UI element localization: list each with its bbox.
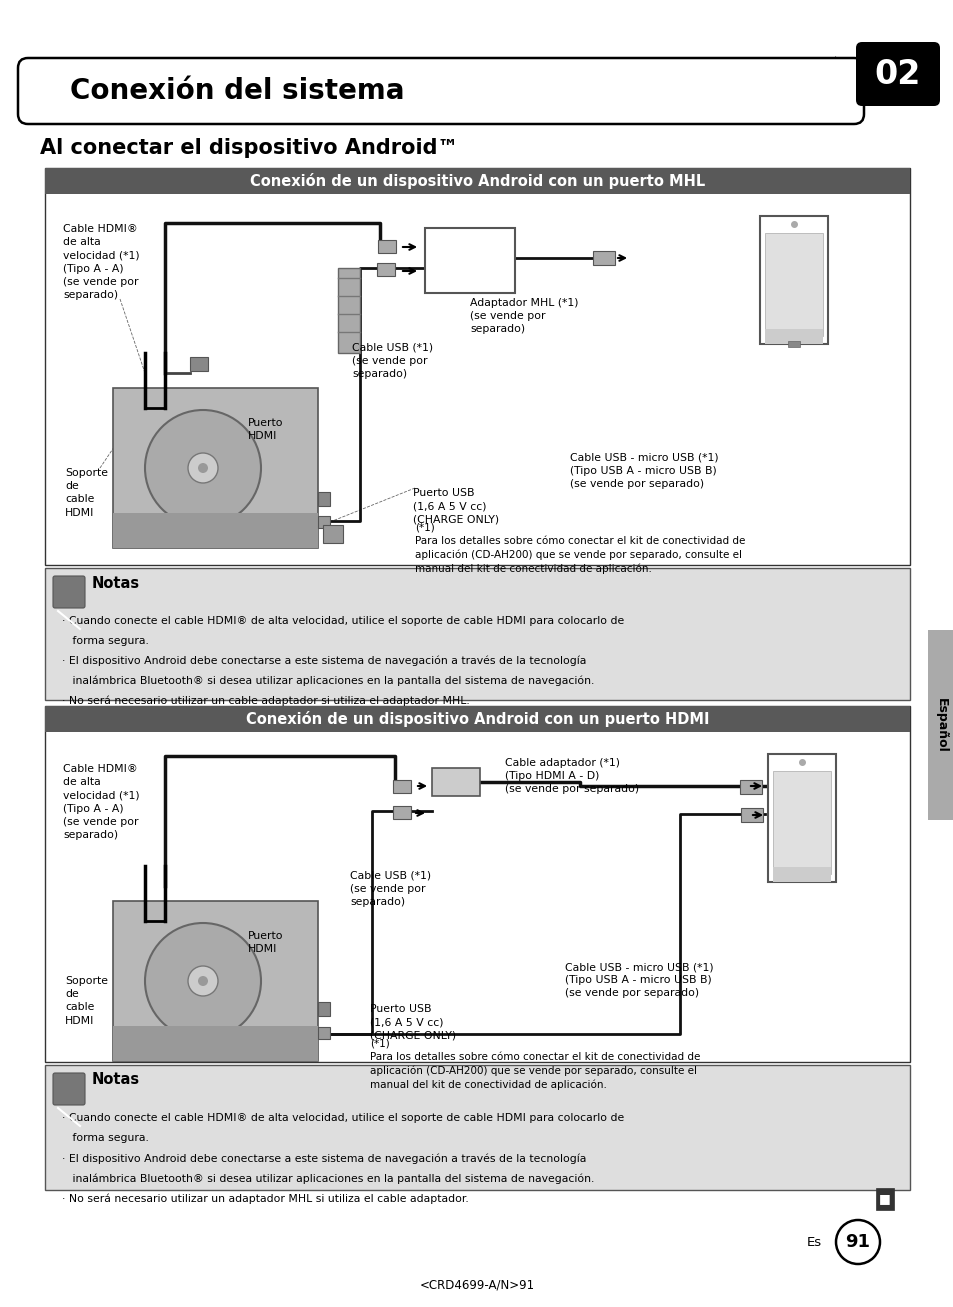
Bar [393, 780, 411, 793]
Text: Al conectar el dispositivo Android™: Al conectar el dispositivo Android™ [40, 139, 457, 158]
Text: 02: 02 [874, 58, 921, 90]
Bar [764, 329, 822, 344]
Text: Cable HDMI®
de alta
velocidad (*1)
(Tipo A - A)
(se vende por
separado): Cable HDMI® de alta velocidad (*1) (Tipo… [63, 223, 139, 301]
Bar [317, 491, 330, 506]
Text: Cable USB - micro USB (*1)
(Tipo USB A - micro USB B)
(se vende por separado): Cable USB - micro USB (*1) (Tipo USB A -… [569, 454, 718, 489]
Text: Español: Español [934, 698, 946, 753]
FancyBboxPatch shape [53, 1073, 85, 1104]
Circle shape [145, 923, 261, 1039]
Text: Notas: Notas [91, 1073, 140, 1087]
Text: Soporte
de
cable
HDMI: Soporte de cable HDMI [65, 468, 108, 518]
Bar [317, 1002, 330, 1016]
Bar [45, 706, 909, 1063]
Bar [875, 1188, 893, 1210]
Text: Sección: Sección [807, 58, 842, 67]
Text: Cable HDMI®
de alta
velocidad (*1)
(Tipo A - A)
(se vende por
separado): Cable HDMI® de alta velocidad (*1) (Tipo… [63, 765, 139, 840]
Bar [323, 525, 343, 542]
Text: · El dispositivo Android debe conectarse a este sistema de navegación a través d: · El dispositivo Android debe conectarse… [62, 656, 586, 667]
Text: Notas: Notas [91, 575, 140, 591]
Text: (*1)
Para los detalles sobre cómo conectar el kit de conectividad de
aplicación : (*1) Para los detalles sobre cómo conect… [415, 523, 744, 574]
FancyBboxPatch shape [18, 58, 863, 124]
Bar [317, 1027, 330, 1039]
Circle shape [188, 454, 218, 484]
Text: Es: Es [806, 1235, 821, 1248]
Text: ■: ■ [879, 1192, 890, 1205]
FancyBboxPatch shape [855, 42, 939, 106]
Bar [112, 514, 317, 548]
Bar [376, 263, 395, 276]
Bar [764, 233, 822, 336]
Bar [432, 769, 479, 796]
Text: Conexión de un dispositivo Android con un puerto MHL: Conexión de un dispositivo Android con u… [250, 173, 704, 190]
Bar [190, 357, 208, 371]
Text: Soporte
de
cable
HDMI: Soporte de cable HDMI [65, 976, 108, 1026]
Text: · Cuando conecte el cable HDMI® de alta velocidad, utilice el soporte de cable H: · Cuando conecte el cable HDMI® de alta … [62, 1114, 623, 1123]
Circle shape [835, 1219, 879, 1264]
Text: · No será necesario utilizar un cable adaptador si utiliza el adaptador MHL.: · No será necesario utilizar un cable ad… [62, 697, 469, 707]
Bar [112, 1026, 317, 1061]
Bar [112, 388, 317, 548]
Text: Cable USB - micro USB (*1)
(Tipo USB A - micro USB B)
(se vende por separado): Cable USB - micro USB (*1) (Tipo USB A -… [564, 962, 713, 999]
Bar [740, 808, 762, 822]
Bar [317, 516, 330, 528]
Text: Conexión del sistema: Conexión del sistema [70, 77, 404, 105]
Bar [112, 901, 317, 1061]
Bar [760, 216, 827, 344]
Text: Conexión de un dispositivo Android con un puerto HDMI: Conexión de un dispositivo Android con u… [246, 711, 708, 727]
Text: 91: 91 [844, 1233, 869, 1251]
Circle shape [198, 976, 208, 985]
Text: Cable USB (*1)
(se vende por
separado): Cable USB (*1) (se vende por separado) [350, 870, 431, 907]
Text: · El dispositivo Android debe conectarse a este sistema de navegación a través d: · El dispositivo Android debe conectarse… [62, 1153, 586, 1163]
Bar [772, 771, 830, 874]
Text: Puerto USB
(1,6 A 5 V cc)
(CHARGE ONLY): Puerto USB (1,6 A 5 V cc) (CHARGE ONLY) [413, 488, 498, 524]
Text: inalámbrica Bluetooth® si desea utilizar aplicaciones en la pantalla del sistema: inalámbrica Bluetooth® si desea utilizar… [62, 1172, 594, 1184]
Text: Cable adaptador (*1)
(Tipo HDMI A - D)
(se vende por separado): Cable adaptador (*1) (Tipo HDMI A - D) (… [504, 758, 639, 795]
Text: Puerto
HDMI: Puerto HDMI [248, 931, 283, 954]
Bar [927, 630, 953, 819]
Circle shape [188, 966, 218, 996]
Circle shape [198, 463, 208, 473]
Text: · Cuando conecte el cable HDMI® de alta velocidad, utilice el soporte de cable H: · Cuando conecte el cable HDMI® de alta … [62, 616, 623, 626]
Circle shape [145, 410, 261, 525]
Text: (*1)
Para los detalles sobre cómo conectar el kit de conectividad de
aplicación : (*1) Para los detalles sobre cómo conect… [370, 1039, 700, 1090]
Text: Adaptador MHL (*1)
(se vende por
separado): Adaptador MHL (*1) (se vende por separad… [470, 298, 578, 335]
Bar [772, 867, 830, 882]
Bar [45, 169, 909, 193]
Text: Puerto
HDMI: Puerto HDMI [248, 418, 283, 442]
Bar [377, 240, 395, 254]
Text: <CRD4699-A/N>91: <CRD4699-A/N>91 [419, 1278, 534, 1291]
Bar [593, 251, 615, 265]
Bar [787, 341, 800, 346]
Bar [45, 169, 909, 565]
Text: · No será necesario utilizar un adaptador MHL si utiliza el cable adaptador.: · No será necesario utilizar un adaptado… [62, 1193, 468, 1204]
Text: forma segura.: forma segura. [62, 637, 149, 646]
Bar [424, 227, 515, 293]
Bar [393, 806, 411, 819]
Bar [740, 780, 761, 793]
Bar [45, 569, 909, 701]
Text: forma segura.: forma segura. [62, 1133, 149, 1144]
Text: Puerto USB
(1,6 A 5 V cc)
(CHARGE ONLY): Puerto USB (1,6 A 5 V cc) (CHARGE ONLY) [370, 1004, 456, 1040]
Bar [45, 1065, 909, 1189]
Text: Cable USB (*1)
(se vende por
separado): Cable USB (*1) (se vende por separado) [352, 342, 433, 379]
Bar [767, 754, 835, 882]
Bar [45, 706, 909, 732]
Text: inalámbrica Bluetooth® si desea utilizar aplicaciones en la pantalla del sistema: inalámbrica Bluetooth® si desea utilizar… [62, 676, 594, 686]
Bar [337, 268, 359, 353]
FancyBboxPatch shape [53, 576, 85, 608]
